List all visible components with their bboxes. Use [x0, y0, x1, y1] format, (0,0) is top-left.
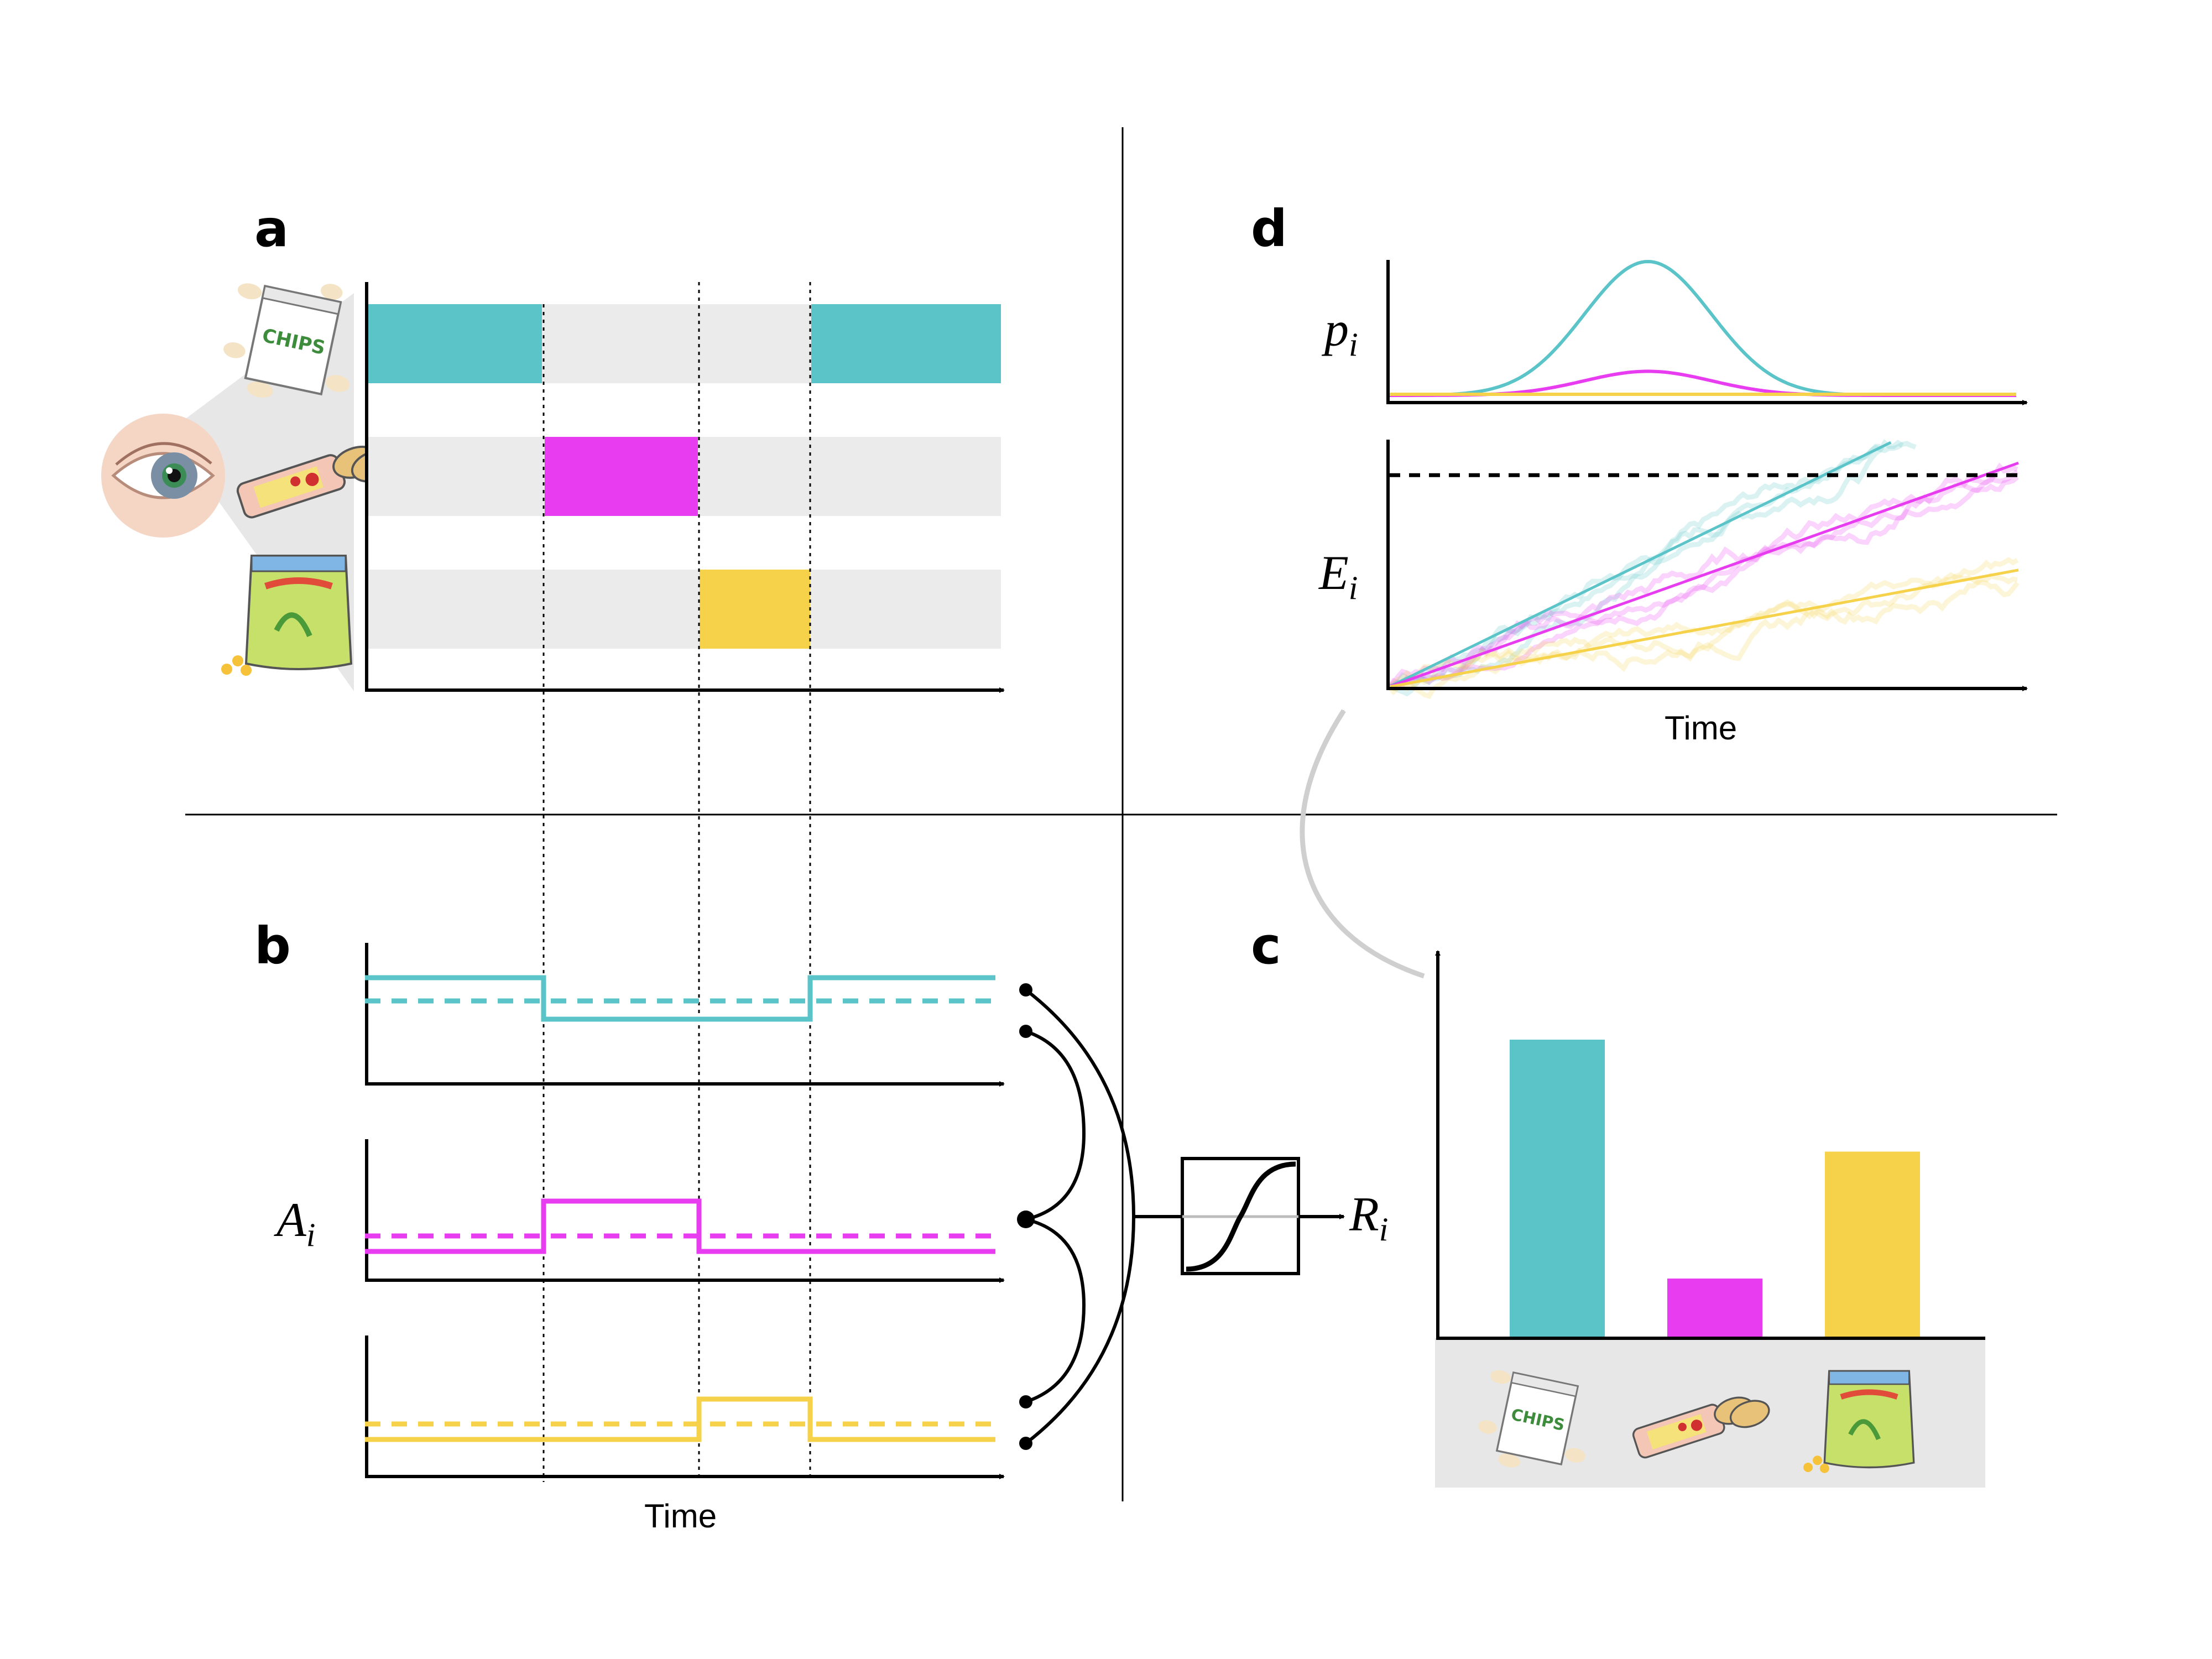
bar-puffs	[1825, 1151, 1920, 1338]
evidence-sample-path	[1387, 556, 2019, 689]
panel-d-xlabel: Time	[1665, 709, 1737, 747]
probability-curve-1	[1389, 259, 2016, 397]
panel-d-probability-curves	[1389, 259, 2016, 397]
panel-a-timeline	[365, 282, 1005, 693]
bar-attention-trace	[365, 1198, 995, 1254]
puffs-bag-icon	[1803, 1370, 1915, 1473]
chips-bag-icon: CHIPS	[223, 283, 350, 398]
evidence-mean-line-1	[1388, 441, 1892, 688]
panel-b-axes	[365, 943, 1005, 1479]
evidence-sample-path	[1388, 439, 1904, 690]
puffs-bag-icon	[221, 555, 353, 676]
evidence-mean-line-3	[1389, 568, 2019, 688]
panel-b-attention-traces	[365, 975, 995, 1442]
panel-b-label: b	[254, 916, 291, 975]
panel-b-ylabel: Ai	[274, 1193, 315, 1253]
panel-d-label: d	[1251, 199, 1287, 258]
panel-c-label: c	[1251, 916, 1281, 975]
bar-cereal-bar	[1667, 1279, 1762, 1338]
switch-time-guides	[542, 282, 811, 1482]
combination-arcs	[1025, 988, 1182, 1445]
panel-d-p-label: pi	[1321, 303, 1358, 363]
evidence-sample-path	[1387, 475, 2019, 689]
output-label: Ri	[1349, 1188, 1388, 1248]
chips-fixation-2	[811, 304, 1001, 383]
evidence-sample-path	[1387, 580, 2020, 700]
panel-c-bars	[1510, 1040, 1920, 1338]
puffs-band-background	[368, 570, 1001, 649]
panel-b-xlabel: Time	[644, 1498, 717, 1535]
sigmoid-function-icon	[1181, 1157, 1300, 1275]
bar-chips	[1510, 1040, 1605, 1338]
c-to-d-arrow	[1300, 709, 1425, 979]
evidence-sample-path	[1388, 572, 2018, 691]
panel-a-label: a	[254, 199, 289, 258]
chips-fixation-1	[368, 304, 542, 383]
puffs-fixation	[700, 570, 810, 649]
bar-fixation	[545, 437, 698, 516]
panel-d-e-label: Ei	[1318, 546, 1358, 606]
panel-d-evidence-traces	[1387, 439, 2024, 700]
evidence-mean-line-2	[1389, 461, 2019, 688]
puffs-attention-trace	[365, 1396, 995, 1442]
chips-bag-icon: CHIPS	[1478, 1370, 1585, 1468]
chips-attention-trace	[365, 975, 995, 1022]
combination-nodes	[1017, 983, 1035, 1450]
cereal-bar-icon	[1632, 1396, 1770, 1459]
